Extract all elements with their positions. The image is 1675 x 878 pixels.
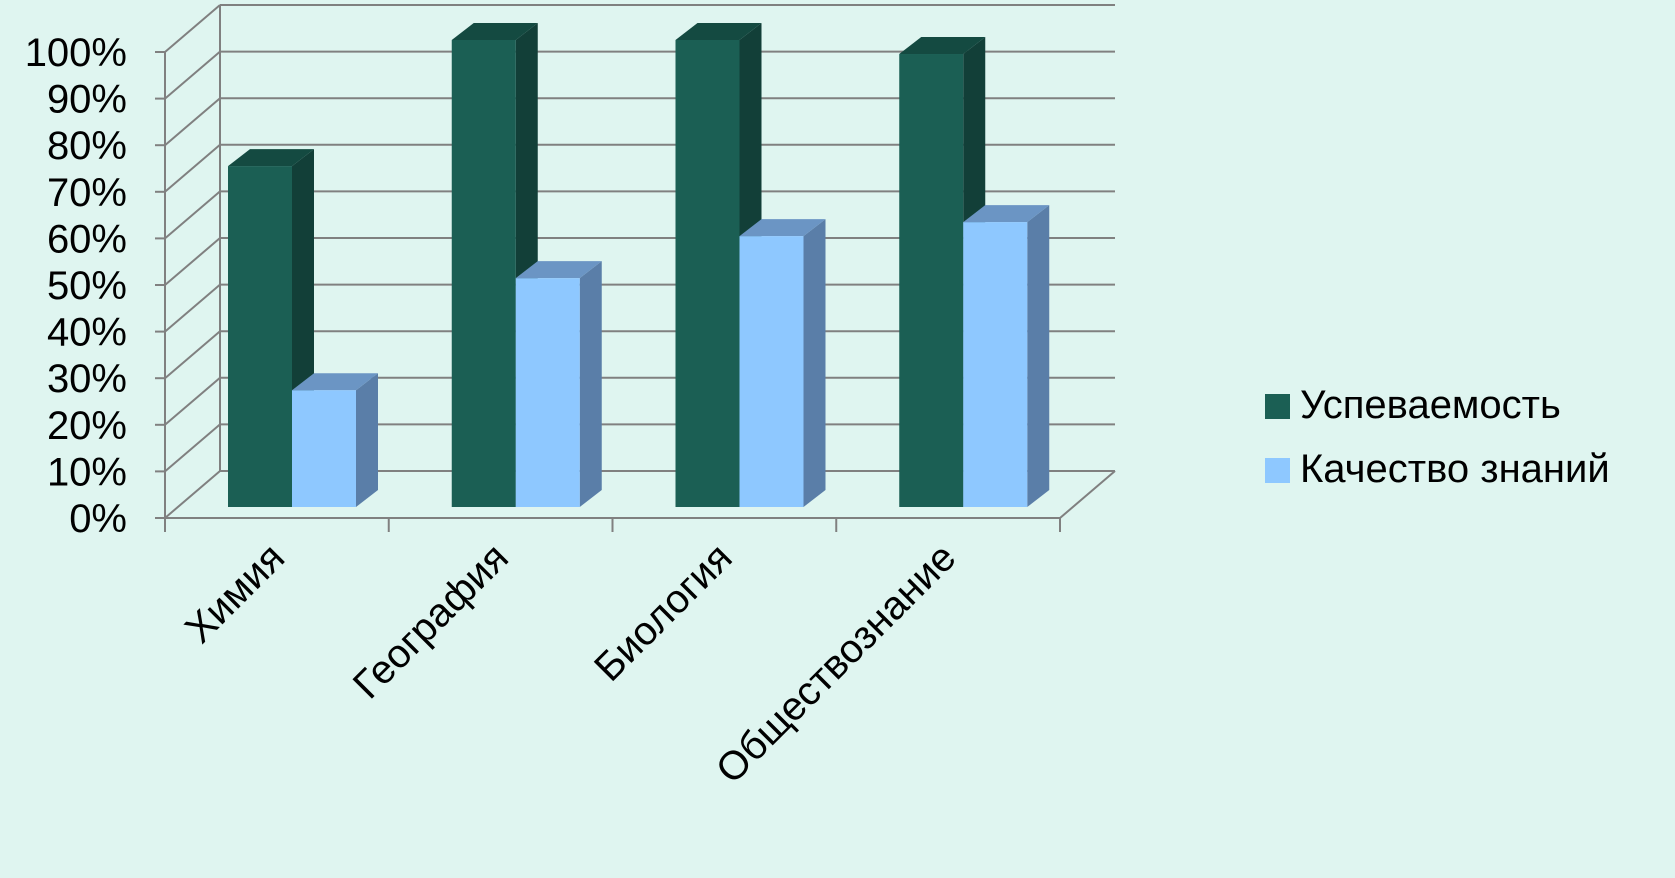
bar-top [899,37,986,55]
floor-edge [1059,470,1116,519]
bar-front [515,278,580,507]
bar-top [675,23,762,40]
bar-1-2 [739,219,826,507]
y-tick-label: 0% [69,497,127,541]
y-tick-label: 40% [47,311,127,355]
bar-front [963,222,1028,507]
bar-1-3 [963,205,1050,507]
bars [228,23,1050,507]
bar-side [803,219,826,507]
gridline-wall [164,190,221,240]
y-tick-label: 60% [47,217,127,261]
legend-swatch [1265,394,1290,419]
y-tick-label: 10% [47,450,127,494]
y-tick-label: 90% [47,78,127,122]
legend: Успеваемость Качество знаний [1265,383,1610,491]
y-tick-labels: 0%10%20%30%40%50%60%70%80%90%100% [25,31,127,541]
gridline-wall [164,283,221,333]
category-label: Химия [177,535,293,651]
gridline-wall [164,237,221,286]
bar-top [292,373,378,391]
bar-side [579,261,602,507]
bar-front [739,236,804,507]
bar-side [1027,205,1050,507]
gridline-wall [164,144,221,193]
gridline-wall [164,4,221,53]
legend-label: Качество знаний [1300,447,1610,491]
gridline-wall [164,377,221,426]
bar-0-0 [228,149,314,507]
bar-top [739,219,826,237]
gridline-wall [164,97,221,146]
category-label: Обществознание [708,535,965,792]
legend-swatch [1265,458,1290,483]
gridline-wall [164,330,221,379]
y-tick-label: 80% [47,124,127,168]
y-tick-label: 100% [25,31,127,75]
bar-side [356,373,378,507]
axes [155,51,1061,532]
bar-top [451,23,538,40]
category-label: Биология [586,535,741,690]
bar-front [292,390,356,507]
bar-front [451,40,516,507]
y-tick-label: 70% [47,171,127,215]
bar-top [515,261,602,279]
gridline-wall [164,470,221,519]
y-tick-label: 50% [47,264,127,308]
legend-label: Успеваемость [1300,383,1561,427]
y-tick-label: 30% [47,357,127,401]
bar-1-1 [515,261,602,507]
bar-front [228,166,292,507]
gridline-wall [164,50,221,100]
y-tick-label: 20% [47,404,127,448]
bar-1-0 [292,373,378,507]
bar-front [675,40,740,507]
gridline-wall [164,423,221,473]
bar-top [963,205,1050,223]
bar-top [228,149,314,167]
category-label: География [345,535,517,707]
bar-front [899,54,964,507]
